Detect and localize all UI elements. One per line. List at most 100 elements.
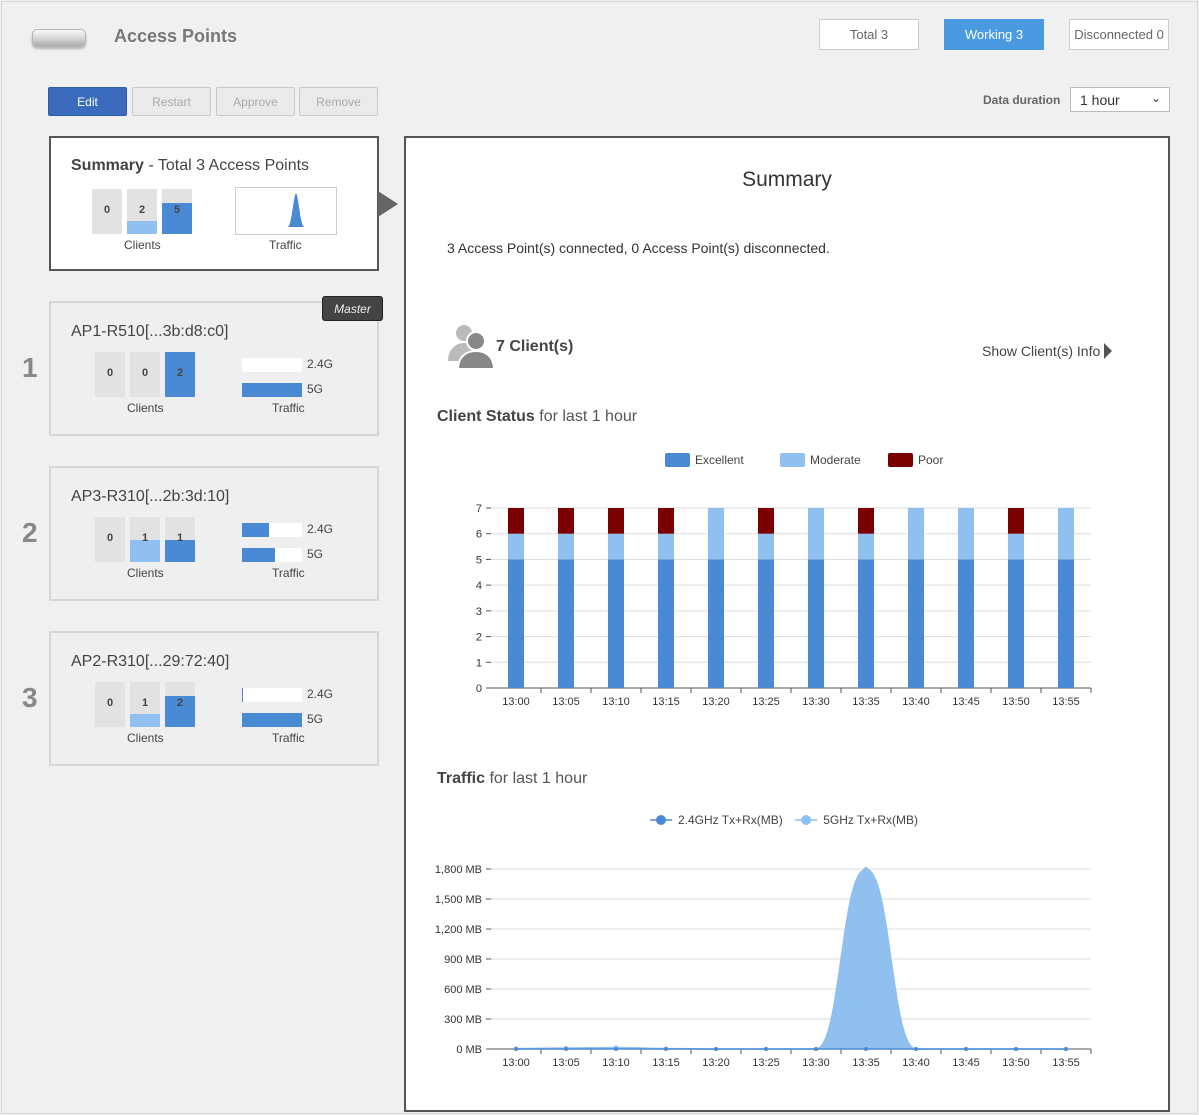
x-tick-label: 13:25 (752, 1057, 780, 1069)
bar-segment (1008, 508, 1024, 534)
ap-clients-count: 2 (176, 697, 184, 709)
x-tick-label: 13:50 (1002, 696, 1030, 708)
bar-segment (1008, 559, 1024, 688)
restart-button[interactable]: Restart (132, 87, 211, 116)
y-tick-label: 6 (476, 529, 482, 541)
traffic-label: Traffic (269, 238, 302, 252)
x-tick-label: 13:15 (652, 1057, 680, 1069)
bar-segment (908, 508, 924, 560)
ap-name: AP1-R510[...3b:d8:c0] (71, 323, 229, 340)
selected-arrow-icon (378, 191, 398, 217)
ap-traffic-label: Traffic (272, 401, 305, 415)
connection-summary: 3 Access Point(s) connected, 0 Access Po… (447, 240, 830, 256)
users-icon (448, 325, 496, 369)
x-tick-label: 13:20 (702, 1057, 730, 1069)
ap-clients-count: 1 (141, 532, 149, 544)
ap-card-1[interactable]: AP1-R510[...3b:d8:c0] 0 0 2 Clients 2.4G… (49, 301, 379, 436)
summary-card[interactable]: Summary - Total 3 Access Points 0 2 5 Cl… (49, 136, 379, 271)
client-status-title: Client Status for last 1 hour (437, 408, 637, 426)
legend-label: Poor (918, 453, 943, 467)
ap-clients-bar: 0 (95, 352, 125, 397)
x-tick-label: 13:30 (802, 1057, 830, 1069)
data-point (864, 867, 868, 871)
data-point (714, 1047, 718, 1051)
x-tick-label: 13:35 (852, 696, 880, 708)
bar-segment (658, 559, 674, 688)
data-duration-select[interactable]: 1 hour ⌄ (1070, 87, 1170, 112)
traffic-title-bold: Traffic (437, 770, 486, 787)
bar-segment (708, 559, 724, 688)
approve-button[interactable]: Approve (216, 87, 295, 116)
ap-index-3: 3 (22, 682, 38, 713)
legend-marker (801, 815, 812, 825)
y-tick-label: 7 (476, 503, 482, 515)
ap-card-2[interactable]: AP3-R310[...2b:3d:10] 0 1 1 Clients 2.4G… (49, 466, 379, 601)
data-point (864, 1047, 868, 1051)
bar-segment (908, 559, 924, 688)
bar-segment (508, 533, 524, 560)
ap-clients-bar: 1 (130, 517, 160, 562)
bar-segment (758, 559, 774, 688)
band-5g-label: 5G (307, 547, 324, 561)
disconnected-filter-button[interactable]: Disconnected 0 (1069, 19, 1169, 50)
ap-clients-bar: 1 (130, 682, 160, 727)
y-tick-label: 300 MB (444, 1014, 482, 1026)
client-status-title-bold: Client Status (437, 408, 535, 425)
x-tick-label: 13:40 (902, 1057, 930, 1069)
bar-segment (608, 533, 624, 560)
bar-segment (608, 508, 624, 534)
ap-clients-label: Clients (127, 401, 164, 415)
total-filter-button[interactable]: Total 3 (819, 19, 919, 50)
x-tick-label: 13:25 (752, 696, 780, 708)
bar-segment (508, 559, 524, 688)
clients-bar-moderate: 2 (127, 189, 157, 234)
band-24g-label: 2.4G (307, 357, 334, 371)
data-point (764, 1047, 768, 1051)
bar-segment (1058, 508, 1074, 560)
ap-clients-count: 0 (106, 532, 114, 544)
traffic-5g-bar (242, 383, 302, 397)
data-point (1014, 1047, 1018, 1051)
x-tick-label: 13:10 (602, 1057, 630, 1069)
summary-title-rest: - Total 3 Access Points (143, 157, 310, 174)
y-tick-label: 5 (476, 554, 482, 566)
bar-segment (858, 559, 874, 688)
access-point-icon (32, 29, 86, 47)
y-tick-label: 3 (476, 606, 482, 618)
ap-clients-count: 0 (141, 367, 149, 379)
remove-button[interactable]: Remove (299, 87, 378, 116)
band-24g-label: 2.4G (307, 687, 334, 701)
ap-clients-label: Clients (127, 731, 164, 745)
show-clients-info-label: Show Client(s) Info (982, 343, 1101, 359)
chevron-right-icon (1104, 343, 1113, 359)
y-tick-label: 4 (476, 580, 482, 592)
ap-traffic-label: Traffic (272, 731, 305, 745)
client-status-chart: Excellent Moderate Poor 0 1 2 3 4 5 6 7 13:00 13:05 1… (476, 453, 1092, 708)
ap-clients-bar: 2 (165, 682, 195, 727)
client-status-title-suffix: for last 1 hour (534, 408, 638, 425)
ap-card-3[interactable]: AP2-R310[...29:72:40] 0 1 2 Clients 2.4G… (49, 631, 379, 766)
bar-segment (608, 559, 624, 688)
ap-clients-count: 1 (141, 697, 149, 709)
ap-name: AP2-R310[...29:72:40] (71, 653, 230, 670)
legend-swatch (888, 453, 913, 467)
x-tick-label: 13:45 (952, 696, 980, 708)
traffic-5g-bar (242, 713, 302, 727)
y-tick-label: 1,200 MB (435, 924, 482, 936)
ap-clients-bar: 0 (95, 682, 125, 727)
traffic-sparkline-peak (288, 193, 304, 227)
clients-bar-poor: 0 (92, 189, 122, 234)
legend-label: Moderate (810, 453, 861, 467)
traffic-24g-bar (242, 358, 302, 372)
ap-clients-count: 0 (106, 697, 114, 709)
data-duration-value: 1 hour (1080, 91, 1120, 108)
traffic-chart: 2.4GHz Tx+Rx(MB) 5GHz Tx+Rx(MB) 0 MB 300 MB… (435, 813, 1092, 1069)
show-clients-info-link[interactable]: Show Client(s) Info (982, 343, 1113, 359)
bar-segment (1058, 559, 1074, 688)
clients-label: Clients (124, 238, 161, 252)
bar-segment (558, 533, 574, 560)
edit-button[interactable]: Edit (48, 87, 127, 116)
x-tick-label: 13:05 (552, 696, 580, 708)
working-filter-button[interactable]: Working 3 (944, 19, 1044, 50)
bar-segment (858, 533, 874, 560)
